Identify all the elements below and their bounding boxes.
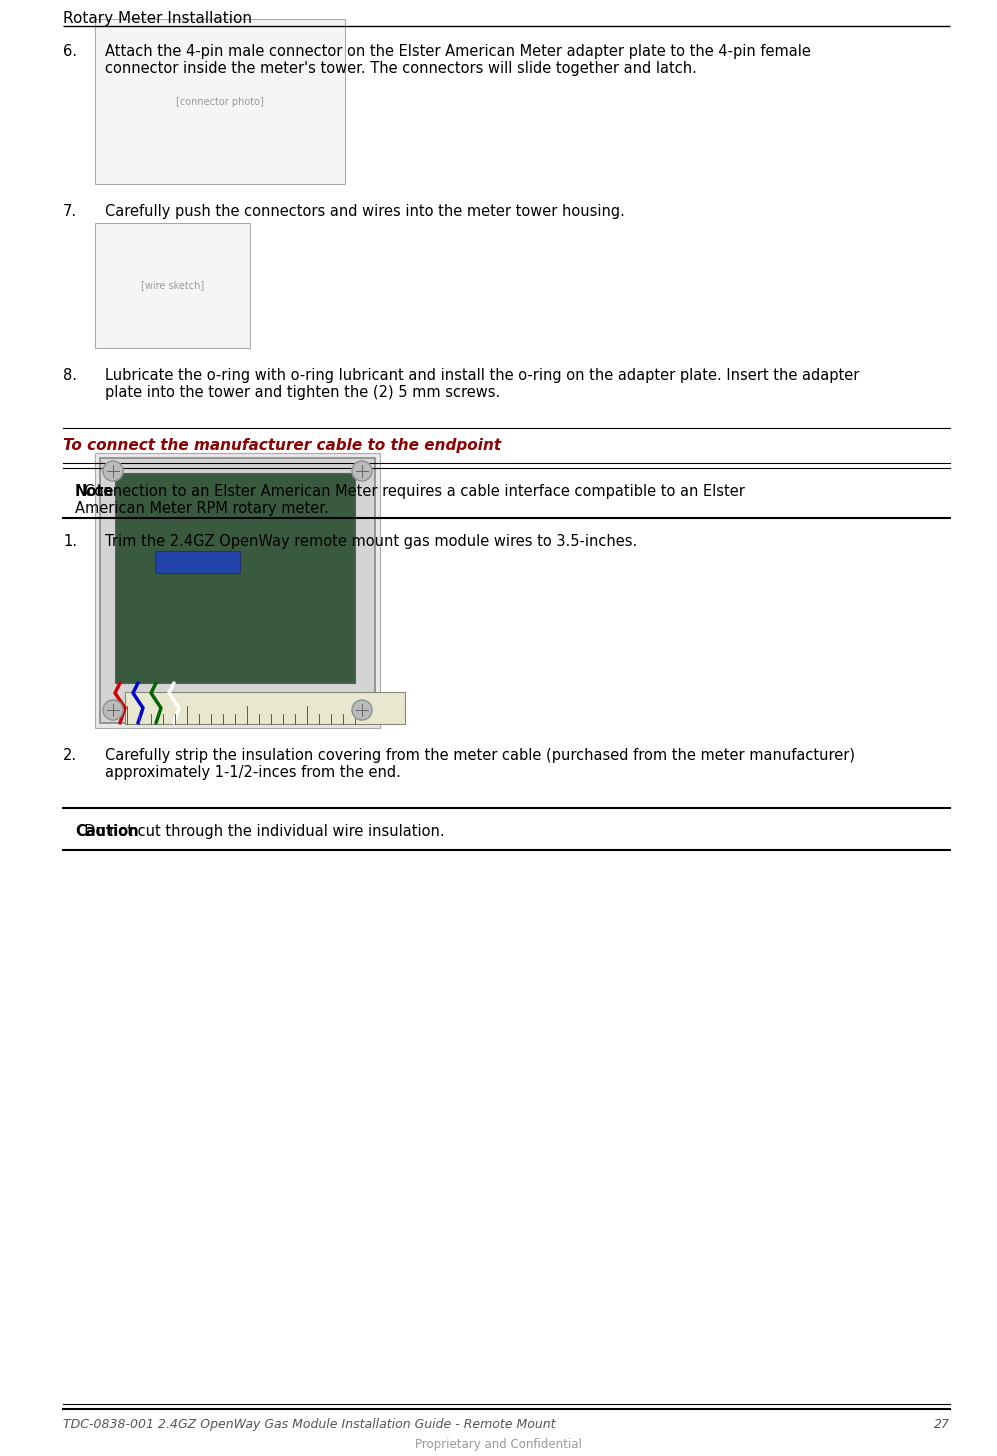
Circle shape [352, 700, 372, 721]
Text: Do not cut through the individual wire insulation.: Do not cut through the individual wire i… [75, 824, 445, 839]
Bar [95, 453, 380, 728]
Bar [115, 473, 355, 683]
Bar [95, 223, 250, 348]
Text: Attach the 4-pin male connector on the Elster American Meter adapter plate to th: Attach the 4-pin male connector on the E… [105, 44, 811, 76]
Text: Rotary Meter Installation: Rotary Meter Installation [63, 12, 252, 26]
Text: To connect the manufacturer cable to the endpoint: To connect the manufacturer cable to the… [63, 438, 501, 453]
Text: Trim the 2.4GZ OpenWay remote mount gas module wires to 3.5-inches.: Trim the 2.4GZ OpenWay remote mount gas … [105, 534, 637, 549]
Text: [connector photo]: [connector photo] [176, 96, 264, 106]
Text: 8.: 8. [63, 368, 77, 383]
Circle shape [103, 462, 123, 480]
Text: 27: 27 [934, 1418, 950, 1431]
Circle shape [103, 700, 123, 721]
Text: Lubricate the o-ring with o-ring lubricant and install the o-ring on the adapter: Lubricate the o-ring with o-ring lubrica… [105, 368, 859, 400]
Circle shape [352, 462, 372, 480]
Text: Carefully strip the insulation covering from the meter cable (purchased from the: Carefully strip the insulation covering … [105, 748, 855, 780]
Bar [100, 459, 375, 724]
Text: 7.: 7. [63, 204, 77, 218]
Text: Proprietary and Confidential: Proprietary and Confidential [415, 1439, 582, 1452]
Text: Carefully push the connectors and wires into the meter tower housing.: Carefully push the connectors and wires … [105, 204, 625, 218]
Text: 2.: 2. [63, 748, 77, 763]
Text: Connection to an Elster American Meter requires a cable interface compatible to : Connection to an Elster American Meter r… [75, 483, 745, 517]
Bar [95, 19, 345, 183]
Text: [wire sketch]: [wire sketch] [141, 281, 204, 291]
Bar [125, 692, 405, 724]
Text: 6.: 6. [63, 44, 77, 60]
Text: Caution: Caution [75, 824, 139, 839]
Text: TDC-0838-001 2.4GZ OpenWay Gas Module Installation Guide - Remote Mount: TDC-0838-001 2.4GZ OpenWay Gas Module In… [63, 1418, 555, 1431]
Text: Note: Note [75, 483, 115, 499]
Text: 1.: 1. [63, 534, 77, 549]
Bar [155, 550, 240, 574]
